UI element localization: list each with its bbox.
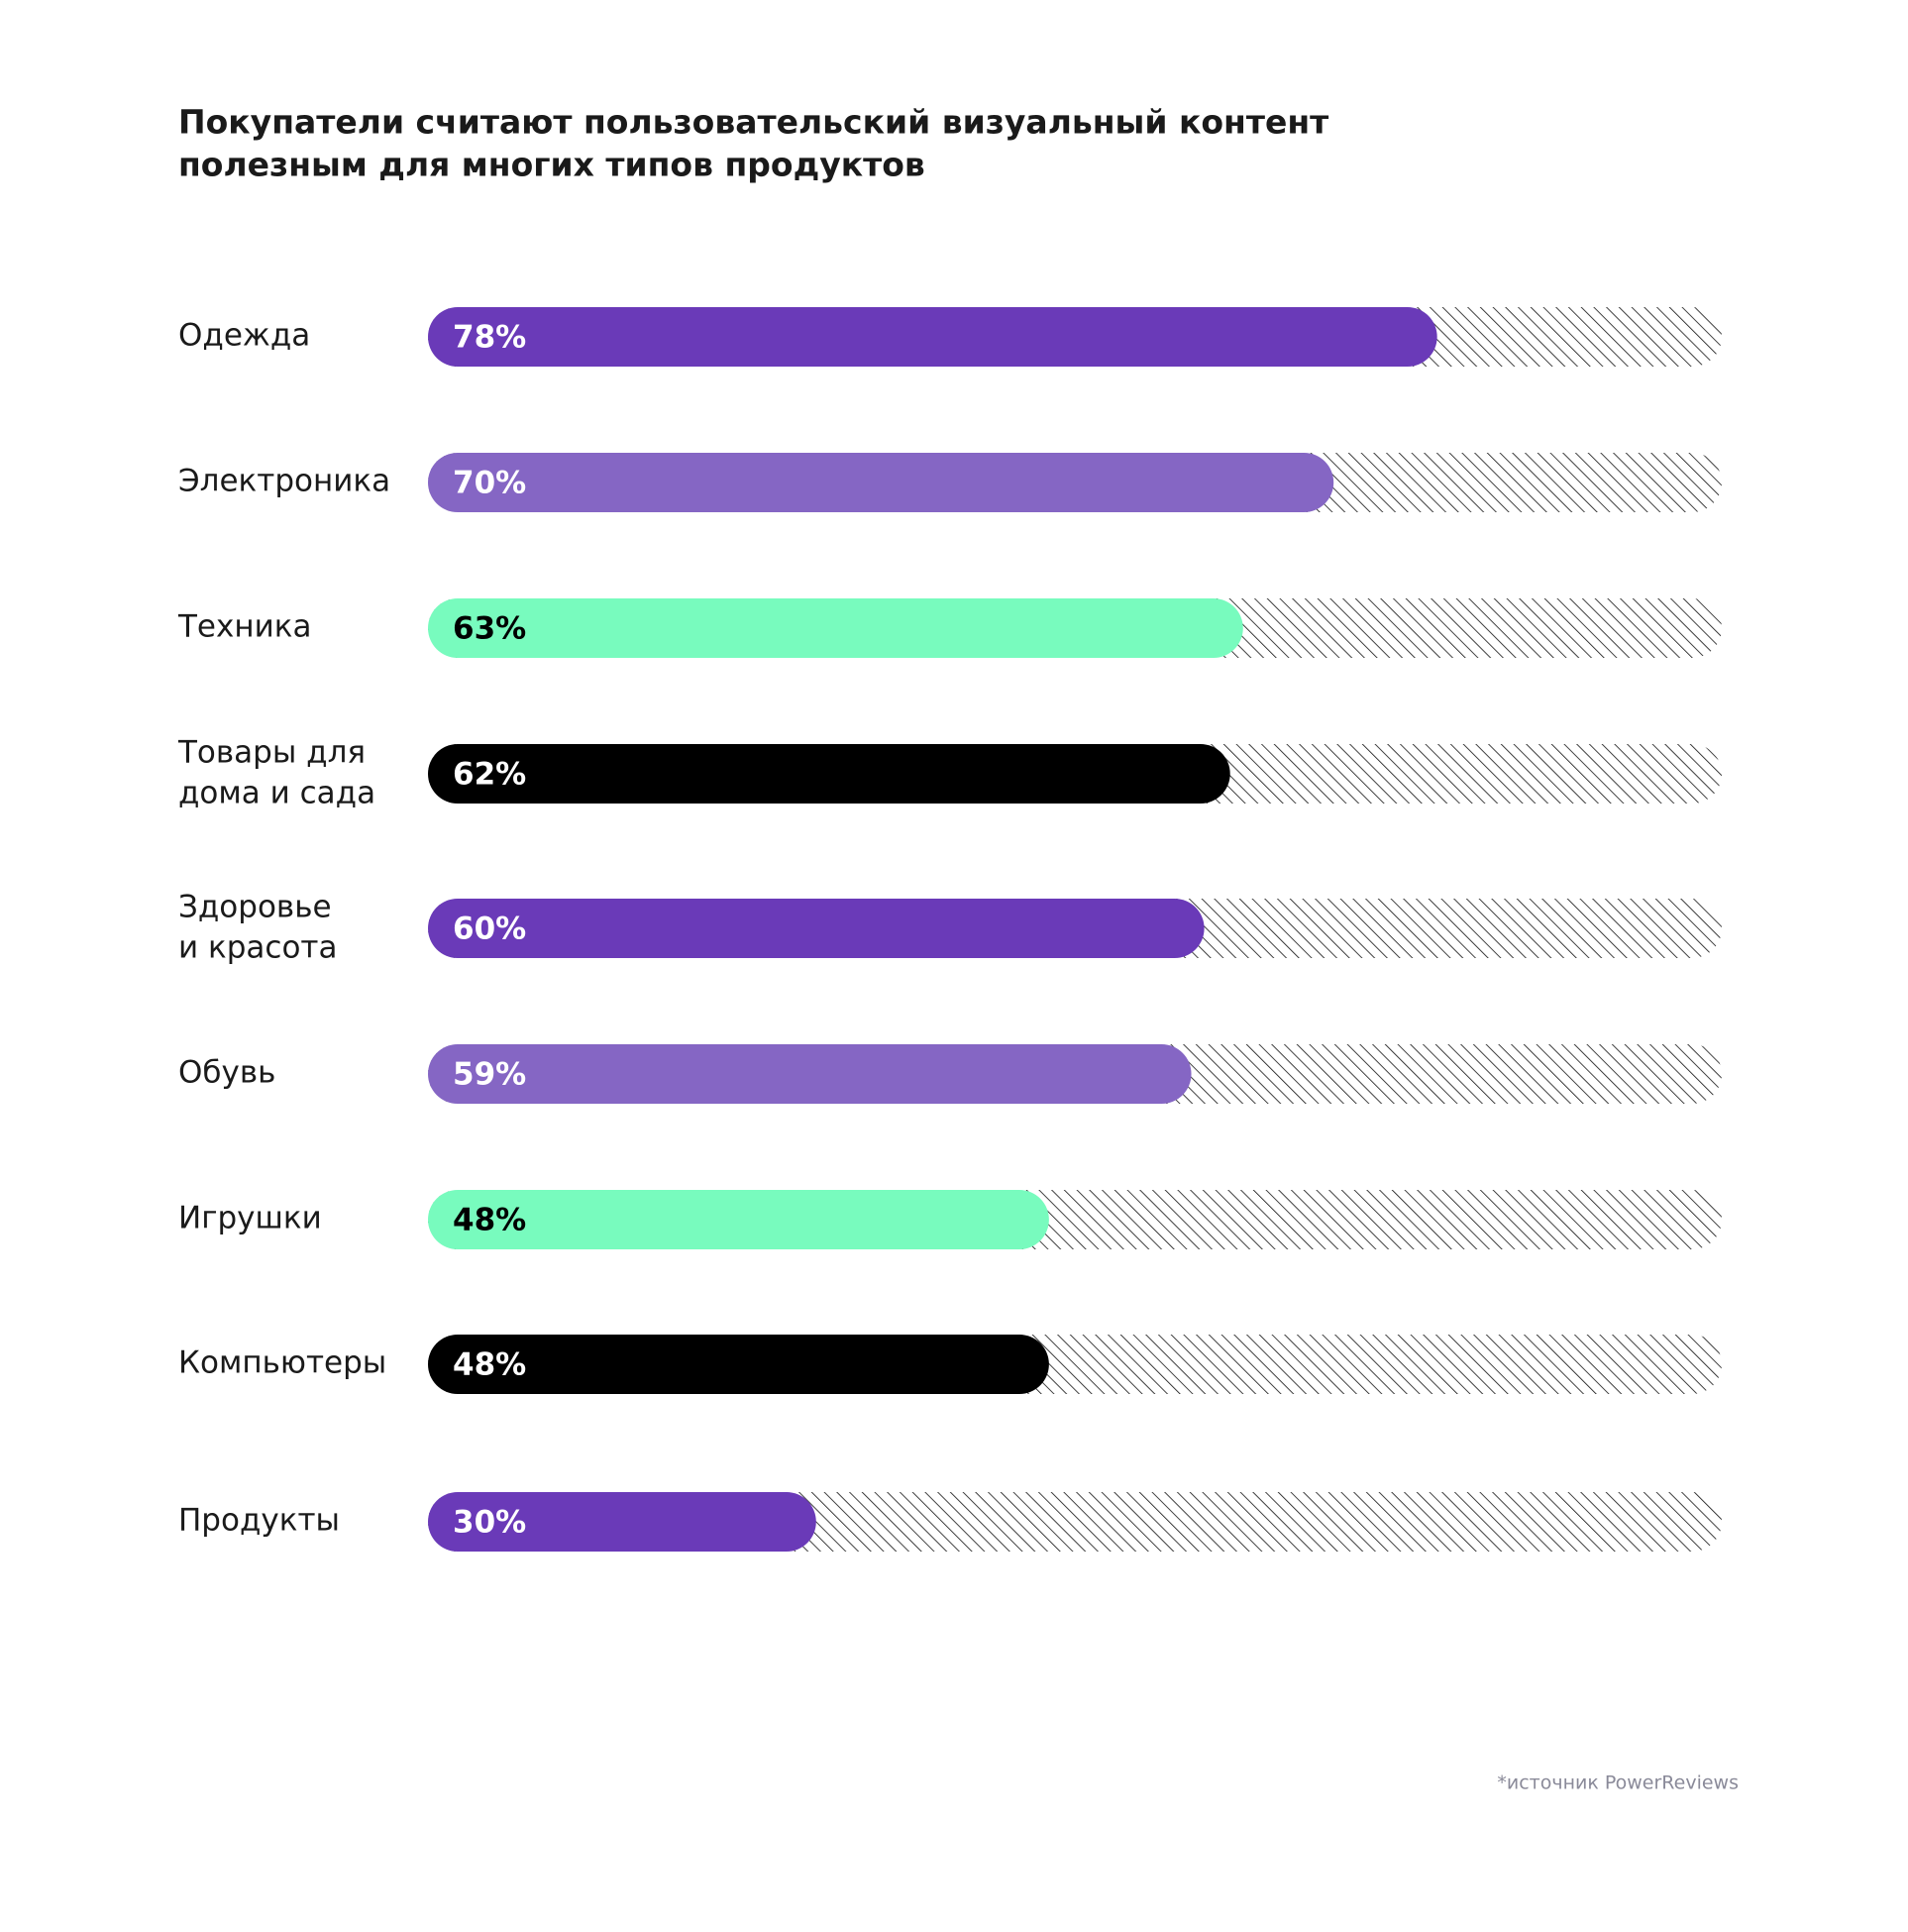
chart-title: Покупатели считают пользовательский визу… xyxy=(178,102,1328,183)
bar xyxy=(428,1190,1049,1249)
category-label: Одежда xyxy=(178,318,310,354)
bar xyxy=(428,1044,1192,1104)
value-label: 70% xyxy=(453,466,526,501)
bar xyxy=(428,744,1230,804)
bar xyxy=(428,1492,816,1552)
source-note: *источник PowerReviews xyxy=(1497,1772,1739,1794)
value-label: 30% xyxy=(453,1505,526,1541)
value-label: 60% xyxy=(453,912,526,947)
bar xyxy=(428,598,1243,658)
category-label: Игрушки xyxy=(178,1201,322,1236)
bar xyxy=(428,307,1437,367)
category-label: Обувь xyxy=(178,1055,275,1091)
category-label: Техника xyxy=(177,609,312,645)
category-label: Электроника xyxy=(178,464,390,499)
bar xyxy=(428,899,1205,958)
bar xyxy=(428,1335,1049,1394)
value-label: 63% xyxy=(453,611,526,647)
value-label: 62% xyxy=(453,757,526,793)
bar xyxy=(428,453,1334,512)
value-label: 78% xyxy=(453,320,526,356)
category-label: Здоровье и красота xyxy=(178,889,337,965)
category-label: Товары для дома и сада xyxy=(177,734,375,810)
category-label: Продукты xyxy=(178,1503,340,1539)
category-label: Компьютеры xyxy=(178,1345,386,1381)
value-label: 59% xyxy=(453,1057,526,1093)
value-label: 48% xyxy=(453,1203,526,1238)
value-label: 48% xyxy=(453,1347,526,1383)
